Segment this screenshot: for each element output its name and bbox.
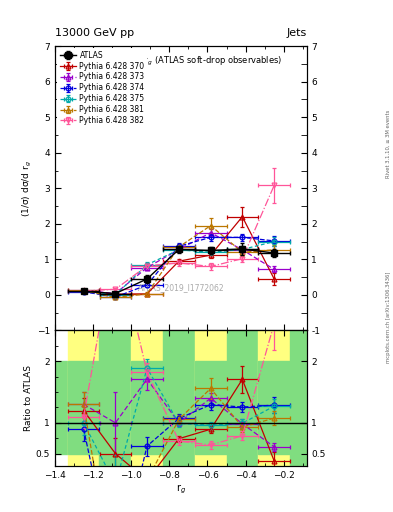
Bar bbox=[195, 330, 226, 466]
Y-axis label: Ratio to ATLAS: Ratio to ATLAS bbox=[24, 365, 33, 431]
Text: Opening angle r$_g$ (ATLAS soft-drop observables): Opening angle r$_g$ (ATLAS soft-drop obs… bbox=[80, 55, 282, 68]
Bar bbox=[258, 361, 290, 454]
X-axis label: r$_g$: r$_g$ bbox=[176, 482, 186, 496]
Bar bbox=[226, 330, 258, 466]
Bar bbox=[290, 330, 322, 466]
Bar bbox=[131, 361, 163, 454]
Bar bbox=[68, 361, 99, 454]
Bar bbox=[55, 361, 307, 454]
Bar bbox=[131, 330, 163, 466]
Bar bbox=[258, 330, 290, 466]
Legend: ATLAS, Pythia 6.428 370, Pythia 6.428 373, Pythia 6.428 374, Pythia 6.428 375, P: ATLAS, Pythia 6.428 370, Pythia 6.428 37… bbox=[57, 48, 147, 127]
Bar bbox=[99, 330, 131, 466]
Text: 13000 GeV pp: 13000 GeV pp bbox=[55, 28, 134, 38]
Text: mcplots.cern.ch [arXiv:1306.3436]: mcplots.cern.ch [arXiv:1306.3436] bbox=[386, 272, 391, 363]
Text: ATLAS_2019_I1772062: ATLAS_2019_I1772062 bbox=[138, 283, 224, 292]
Y-axis label: (1/σ) dσ/d r$_g$: (1/σ) dσ/d r$_g$ bbox=[21, 160, 34, 217]
Text: Jets: Jets bbox=[286, 28, 307, 38]
Bar bbox=[68, 330, 99, 466]
Text: Rivet 3.1.10, ≥ 3M events: Rivet 3.1.10, ≥ 3M events bbox=[386, 109, 391, 178]
Bar bbox=[195, 361, 226, 454]
Bar bbox=[163, 330, 195, 466]
